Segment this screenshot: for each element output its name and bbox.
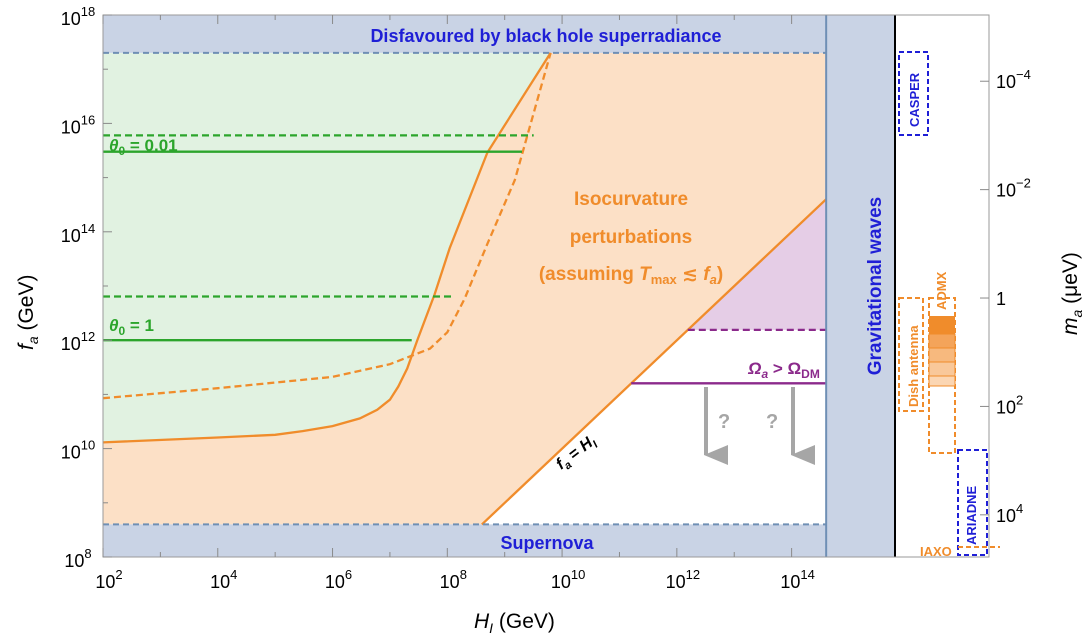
isocurvature-label-line1: Isocurvature	[574, 189, 688, 210]
right-tick-label: 1	[996, 289, 1006, 309]
gravitational-waves-band	[826, 15, 895, 557]
ariadne-label: ARIADNE	[964, 485, 979, 545]
y-tick-label: 1018	[61, 4, 96, 29]
x-tick-label: 1012	[666, 567, 701, 592]
supernova-band	[103, 524, 827, 557]
right-tick-label: 102	[996, 392, 1023, 417]
dish-antenna-label: Dish antenna	[906, 325, 921, 407]
y-tick-label: 1010	[61, 438, 96, 463]
y-tick-label: 1016	[61, 112, 96, 137]
supernova-label: Supernova	[500, 533, 594, 553]
x-tick-label: 106	[325, 567, 352, 592]
right-tick-label: 10−4	[996, 67, 1031, 92]
admx-filled-bar	[928, 375, 956, 387]
dish-antenna-box	[898, 297, 924, 412]
right-tick-label: 104	[996, 501, 1023, 526]
gravitational-waves-label: Gravitational waves	[865, 197, 886, 375]
y-axis-title: fa (GeV)	[15, 275, 41, 350]
x-tick-label: 102	[95, 567, 122, 592]
x-tick-label: 1014	[780, 567, 815, 592]
f_a-equals-H_I-line	[481, 198, 827, 526]
admx-filled-bar	[928, 347, 956, 363]
admx-label: ADMX	[934, 271, 949, 310]
isocurvature-label-line2: perturbations	[570, 227, 692, 248]
question-mark: ?	[718, 411, 730, 433]
admx-filled-bar	[929, 316, 955, 334]
x-tick-label: 108	[440, 567, 467, 592]
casper-label: CASPER	[907, 72, 922, 127]
x-tick-label: 104	[210, 567, 237, 592]
theta-0.01-label: θ0 = 0.01	[109, 136, 178, 158]
y-tick-label: 1012	[61, 329, 96, 354]
fa-equals-hi-label: fa = HI	[553, 432, 601, 475]
black-hole-superradiance-band	[103, 15, 827, 53]
admx-filled-bar	[928, 361, 956, 377]
iaxo-label: IAXO	[920, 544, 952, 559]
right-axis-title: ma (μeV)	[1059, 252, 1085, 335]
question-mark: ?	[766, 411, 778, 433]
ariadne-box	[957, 449, 988, 556]
superradiance-label: Disfavoured by black hole superradiance	[370, 26, 721, 46]
admx-filled-bar	[928, 333, 956, 349]
isocurvature-label-line3: (assuming Tmax ≲ fa)	[539, 264, 723, 287]
x-axis-title: HI (GeV)	[474, 610, 555, 636]
isocurvature-region	[103, 52, 827, 525]
omega-dm-label: Ωa > ΩDM	[747, 359, 820, 381]
y-tick-label: 108	[64, 546, 91, 571]
x-tick-label: 1010	[551, 567, 586, 592]
y-tick-label: 1014	[61, 221, 96, 246]
right-tick-label: 10−2	[996, 176, 1031, 201]
theta-1-label: θ0 = 1	[109, 316, 154, 338]
isocurvature-bound-dashed-line	[103, 52, 552, 400]
green-region	[103, 52, 551, 443]
isocurvature-bound-solid-line	[103, 52, 552, 444]
